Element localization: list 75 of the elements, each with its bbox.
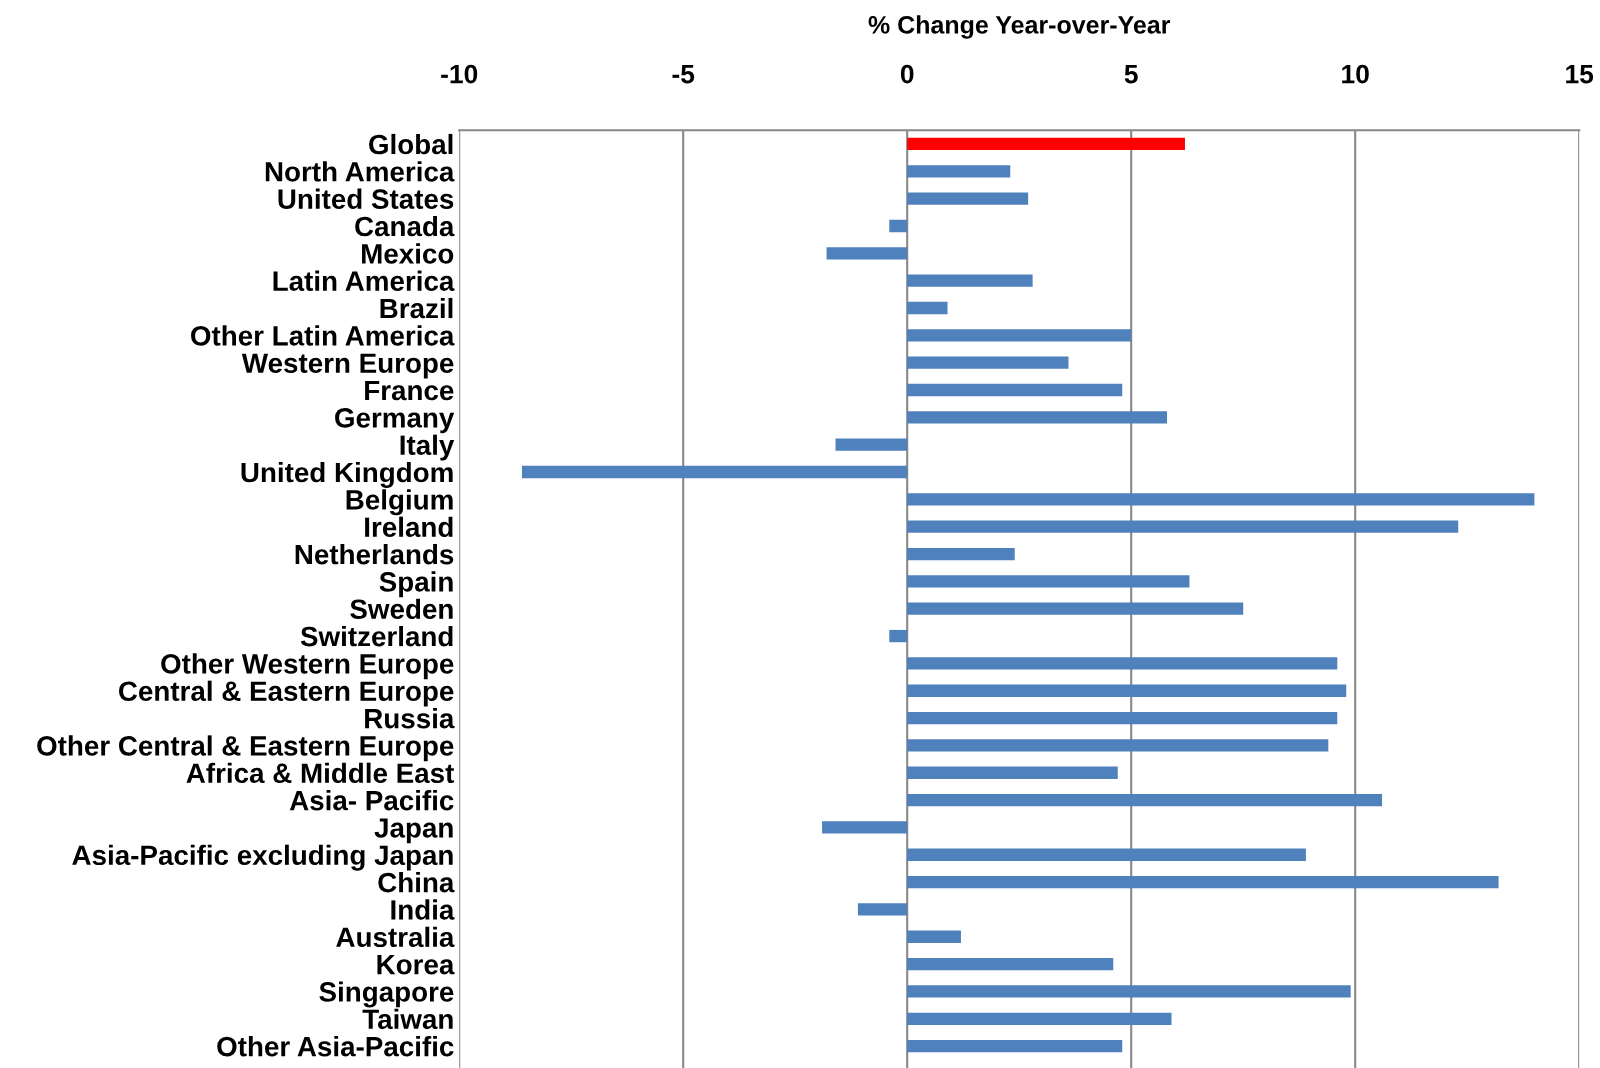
y-tick-label: Other Central & Eastern Europe — [37, 735, 454, 762]
bar — [521, 465, 908, 479]
y-tick-label: Canada — [355, 215, 455, 237]
y-tick-label: Other Western Europe — [161, 653, 454, 680]
y-tick-label: Netherlands — [295, 543, 454, 565]
y-tick-label: Latin America — [273, 270, 455, 291]
y-tick-label: Brazil — [380, 297, 453, 319]
y-tick-label: Global — [369, 133, 453, 155]
bar — [907, 520, 1459, 533]
y-tick-label: Germany — [335, 408, 455, 434]
bar — [907, 602, 1244, 615]
bar — [907, 575, 1190, 588]
y-tick-label: Asia-Pacific excluding Japan — [72, 844, 453, 871]
bar — [889, 219, 908, 233]
y-tick-label: Africa & Middle East — [186, 762, 455, 784]
bar — [907, 274, 1033, 287]
bar — [857, 903, 908, 916]
y-tick-label: Japan — [374, 818, 453, 844]
bar — [907, 547, 1015, 561]
y-tick-label: Italy — [400, 434, 455, 461]
y-tick-label: Western Europe — [241, 353, 454, 379]
bar — [907, 1012, 1172, 1025]
y-tick-label: Australia — [336, 926, 455, 948]
y-tick-label: Belgium — [346, 489, 453, 516]
bar — [835, 438, 908, 451]
bar — [907, 1039, 1123, 1053]
y-tick-label: Ireland — [365, 516, 453, 538]
y-tick-label: Sweden — [350, 598, 453, 620]
y-tick-label: Asia- Pacific — [289, 790, 454, 811]
y-tick-label: France — [365, 380, 454, 401]
bar — [907, 411, 1168, 424]
bar — [907, 165, 1011, 178]
bar — [907, 301, 948, 315]
y-tick-label: Russia — [365, 708, 455, 729]
bar — [907, 930, 961, 943]
y-tick-label: Switzerland — [300, 625, 453, 647]
bar — [907, 848, 1306, 861]
y-tick-label: Spain — [379, 571, 453, 598]
bar — [907, 739, 1329, 752]
bar — [907, 875, 1499, 889]
y-tick-label: Singapore — [319, 981, 454, 1008]
x-tick-label: 10 — [1342, 64, 1369, 84]
y-tick-label: Other Asia-Pacific — [217, 1036, 454, 1057]
y-tick-label: United Kingdom — [241, 461, 453, 488]
bar — [907, 657, 1338, 670]
y-tick-label: Korea — [377, 955, 455, 975]
y-tick-label: China — [378, 872, 455, 893]
bar — [907, 493, 1535, 506]
x-tick-label: 5 — [1124, 65, 1138, 84]
y-tick-label: North America — [265, 161, 455, 182]
y-tick-label: United States — [278, 188, 454, 209]
x-axis-title: % Change Year-over-Year — [868, 15, 1171, 39]
bar — [907, 793, 1383, 807]
y-tick-label: India — [391, 899, 455, 920]
bar — [907, 137, 1185, 151]
bar — [907, 192, 1029, 205]
y-tick-label: Central & Eastern Europe — [118, 680, 454, 707]
bar — [907, 684, 1347, 697]
x-tick-label: -10 — [441, 64, 478, 84]
bar — [907, 711, 1338, 725]
bar — [907, 383, 1123, 397]
y-tick-label: Other Latin America — [191, 325, 455, 346]
bar — [889, 629, 908, 643]
x-tick-label: -5 — [672, 65, 695, 84]
bar — [907, 957, 1114, 971]
bar — [907, 329, 1132, 342]
bar — [907, 356, 1069, 369]
bar — [826, 247, 908, 260]
x-tick-label: 15 — [1566, 65, 1594, 84]
y-tick-label: Mexico — [362, 243, 454, 264]
bar — [822, 821, 908, 834]
bar — [907, 985, 1351, 998]
x-tick-label: 0 — [900, 64, 914, 84]
y-tick-label: Taiwan — [362, 1008, 453, 1030]
bar — [907, 766, 1118, 779]
